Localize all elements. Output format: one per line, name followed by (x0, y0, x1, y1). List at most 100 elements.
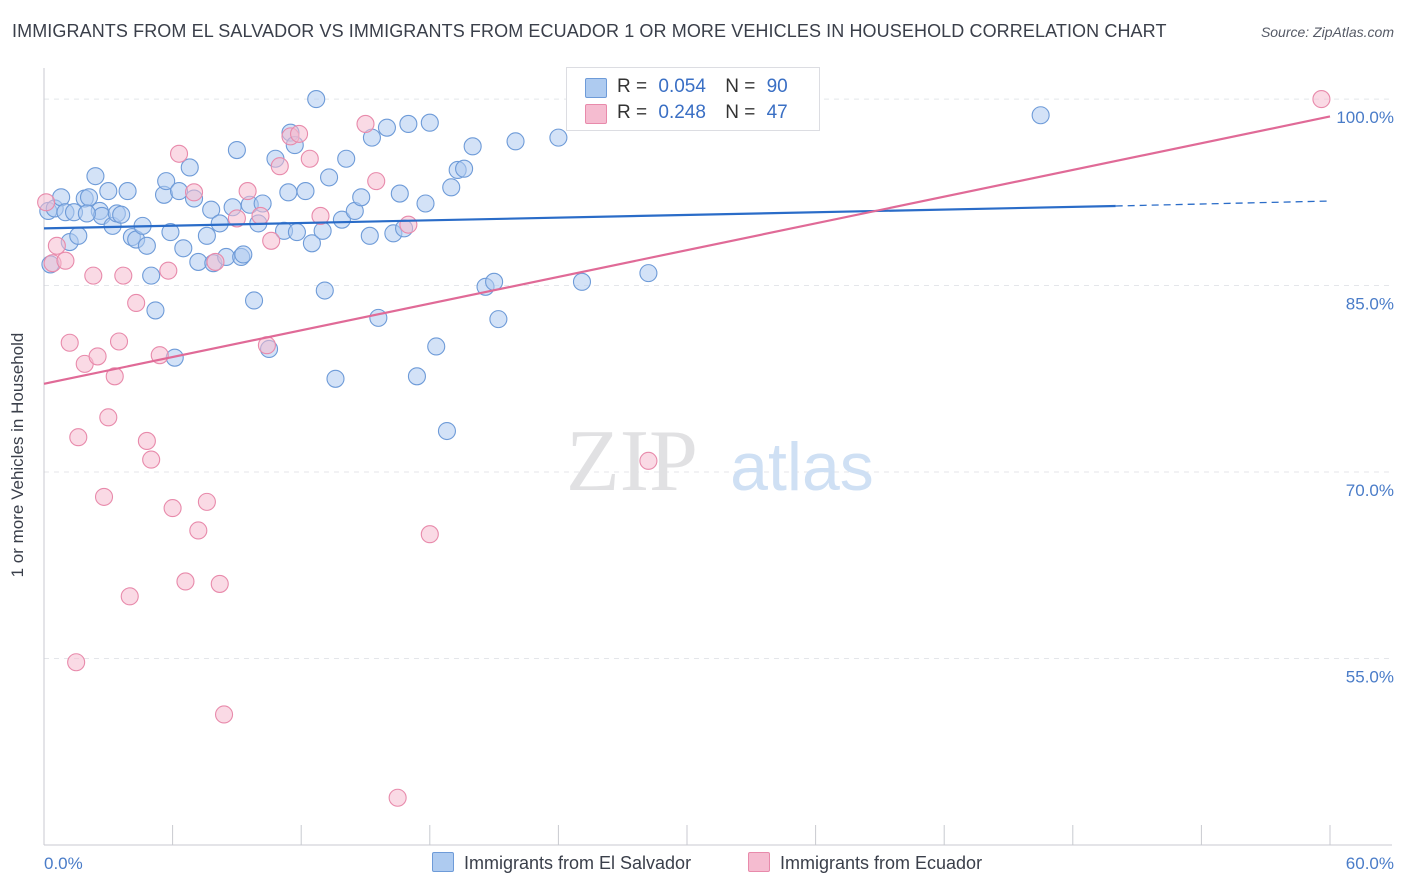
data-point-el-salvador (118, 182, 137, 201)
data-point-ecuador (388, 788, 407, 807)
data-point-el-salvador (307, 90, 326, 109)
data-point-el-salvador (227, 141, 246, 160)
data-point-ecuador (137, 431, 156, 451)
source-attribution: Source: ZipAtlas.com (1260, 24, 1394, 40)
data-point-ecuador (105, 367, 124, 386)
legend-n-value-ecuador: 47 (766, 102, 788, 123)
data-point-el-salvador (169, 182, 189, 201)
bottom-legend-ecuador: Immigrants from Ecuador (748, 852, 982, 874)
trend-line-el-salvador-extension (1115, 200, 1331, 207)
correlation-legend: R = 0.054 N = 90 R = 0.248 N = 47 (566, 67, 820, 131)
data-point-el-salvador (1031, 106, 1050, 125)
data-point-ecuador (300, 149, 319, 168)
data-point-el-salvador (302, 234, 321, 253)
legend-swatch-blue (585, 78, 607, 98)
data-point-el-salvador (279, 183, 298, 202)
data-point-ecuador (311, 206, 330, 225)
data-point-ecuador (189, 521, 208, 540)
data-point-ecuador (367, 172, 386, 191)
data-point-ecuador (120, 587, 139, 606)
legend-n-label: N = (725, 76, 756, 97)
legend-r-label: R = (617, 76, 648, 97)
data-point-ecuador (84, 266, 103, 285)
data-point-el-salvador (489, 310, 508, 329)
trend-line-el-salvador (43, 204, 1116, 230)
data-point-ecuador (197, 492, 216, 511)
y-tick-label: 85.0% (1346, 295, 1394, 314)
data-point-ecuador (176, 572, 195, 591)
data-point-el-salvador (99, 182, 118, 201)
data-point-ecuador (47, 236, 66, 255)
data-point-el-salvador (360, 226, 379, 245)
bottom-legend-swatch-blue (432, 852, 454, 872)
y-tick-label: 100.0% (1336, 108, 1394, 127)
watermark-zip: ZIP (566, 413, 698, 510)
data-point-el-salvador (572, 272, 592, 291)
data-point-el-salvador (399, 114, 418, 133)
data-point-el-salvador (79, 188, 99, 207)
data-point-el-salvador (549, 128, 568, 147)
data-point-ecuador (159, 261, 178, 280)
data-point-el-salvador (442, 178, 461, 197)
data-point-ecuador (227, 209, 246, 228)
data-point-el-salvador (427, 337, 446, 356)
data-point-el-salvador (463, 137, 482, 156)
bottom-legend-swatch-pink (748, 852, 770, 872)
data-point-el-salvador (313, 221, 332, 240)
data-point-el-salvador (296, 182, 315, 201)
data-point-el-salvador (202, 200, 221, 219)
bottom-legend-label-el-salvador: Immigrants from El Salvador (464, 853, 692, 873)
data-point-ecuador (210, 574, 229, 593)
data-point-ecuador (251, 206, 270, 225)
data-point-ecuador (214, 705, 234, 724)
data-point-ecuador (127, 293, 146, 313)
data-point-el-salvador (287, 223, 306, 242)
data-point-ecuador (639, 451, 658, 470)
trend-lines (43, 115, 1331, 385)
data-point-el-salvador (52, 188, 71, 207)
x-tick-label-min: 0.0% (44, 854, 83, 873)
y-tick-label: 70.0% (1346, 481, 1394, 500)
data-point-el-salvador (437, 421, 456, 441)
data-point-ecuador (142, 450, 161, 469)
data-point-ecuador (56, 251, 75, 270)
data-point-el-salvador (77, 204, 96, 223)
data-point-el-salvador (455, 159, 474, 178)
legend-n-label: N = (725, 102, 756, 123)
series-el-salvador-points (39, 90, 1050, 441)
data-point-ecuador (262, 231, 281, 250)
data-point-ecuador (67, 653, 86, 672)
data-point-el-salvador (377, 118, 396, 137)
data-point-el-salvador (86, 167, 105, 186)
bottom-legend-label-ecuador: Immigrants from Ecuador (780, 853, 983, 873)
data-point-ecuador (94, 487, 114, 506)
axes (43, 68, 1392, 846)
data-point-el-salvador (326, 369, 345, 388)
data-point-ecuador (356, 114, 375, 133)
y-axis-label: 1 or more Vehicles in Household (8, 332, 27, 578)
legend-swatch-pink (585, 104, 607, 124)
data-point-el-salvador (337, 149, 356, 168)
watermark: ZIP atlas (566, 413, 874, 510)
data-point-el-salvador (315, 281, 334, 300)
tick-labels: 55.0% 70.0% 85.0% 100.0% 0.0% 60.0% (44, 108, 1394, 873)
data-point-el-salvador (420, 113, 439, 132)
data-point-el-salvador (161, 223, 180, 242)
data-point-ecuador (270, 157, 289, 176)
trend-line-ecuador (43, 115, 1331, 385)
data-point-ecuador (69, 428, 88, 447)
data-point-ecuador (1312, 90, 1331, 109)
data-point-el-salvador (69, 226, 88, 245)
data-point-el-salvador (157, 172, 176, 191)
legend-r-label: R = (617, 102, 648, 123)
data-point-el-salvador (244, 291, 264, 310)
data-point-ecuador (37, 193, 56, 212)
data-point-ecuador (169, 144, 189, 163)
data-point-el-salvador (352, 188, 371, 207)
data-point-ecuador (290, 124, 309, 143)
gridlines (44, 98, 1392, 660)
data-point-ecuador (99, 408, 118, 427)
data-point-el-salvador (180, 158, 199, 177)
y-tick-label: 55.0% (1346, 668, 1394, 687)
